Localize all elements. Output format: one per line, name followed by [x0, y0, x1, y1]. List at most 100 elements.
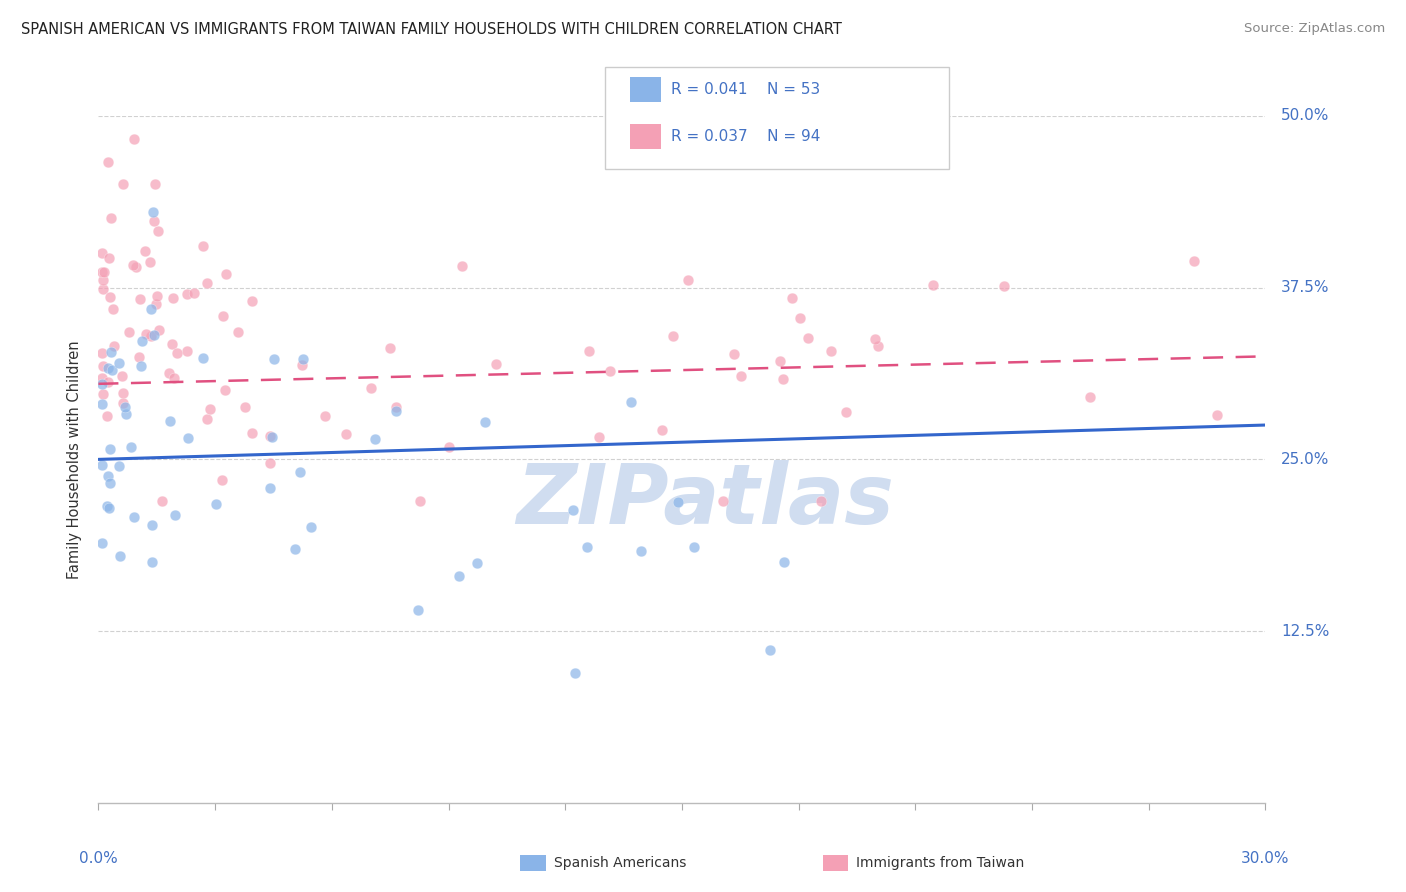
Point	[474, 415, 496, 429]
Point	[723, 347, 745, 361]
Point	[162, 291, 184, 305]
Point	[103, 301, 125, 316]
Point	[162, 337, 184, 351]
Point	[485, 357, 508, 371]
Point	[195, 411, 218, 425]
Text: 25.0%: 25.0%	[1281, 452, 1329, 467]
Point	[120, 440, 142, 454]
Point	[98, 251, 121, 265]
Point	[100, 344, 122, 359]
Text: 30.0%: 30.0%	[1241, 851, 1289, 866]
Point	[835, 405, 858, 419]
Point	[409, 493, 432, 508]
Text: R = 0.037    N = 94: R = 0.037 N = 94	[671, 129, 820, 144]
Point	[91, 371, 114, 385]
Point	[159, 414, 181, 428]
Point	[91, 273, 114, 287]
Point	[101, 362, 124, 376]
Point	[360, 381, 382, 395]
Text: 37.5%: 37.5%	[1281, 280, 1330, 295]
Point	[143, 177, 166, 191]
Point	[96, 499, 118, 513]
Text: ZIPatlas: ZIPatlas	[516, 460, 894, 541]
Point	[91, 376, 114, 391]
Point	[176, 286, 198, 301]
Point	[103, 339, 125, 353]
Point	[114, 401, 136, 415]
Point	[122, 510, 145, 524]
Point	[100, 211, 122, 225]
Point	[288, 465, 311, 479]
Point	[868, 338, 890, 352]
Point	[233, 400, 256, 414]
Point	[98, 476, 121, 491]
Point	[378, 341, 401, 355]
Text: Spanish Americans: Spanish Americans	[554, 855, 686, 870]
Point	[620, 394, 643, 409]
Text: SPANISH AMERICAN VS IMMIGRANTS FROM TAIWAN FAMILY HOUSEHOLDS WITH CHILDREN CORRE: SPANISH AMERICAN VS IMMIGRANTS FROM TAIW…	[21, 22, 842, 37]
Text: Immigrants from Taiwan: Immigrants from Taiwan	[856, 855, 1025, 870]
Point	[142, 214, 165, 228]
Point	[678, 273, 700, 287]
Text: Source: ZipAtlas.com: Source: ZipAtlas.com	[1244, 22, 1385, 36]
Point	[96, 409, 118, 423]
Point	[139, 301, 162, 316]
Point	[122, 131, 145, 145]
Point	[134, 244, 156, 258]
Point	[163, 371, 186, 385]
Point	[148, 224, 170, 238]
Point	[91, 245, 114, 260]
Point	[145, 296, 167, 310]
Point	[335, 426, 357, 441]
Point	[91, 536, 114, 550]
Point	[97, 469, 120, 483]
Point	[97, 375, 120, 389]
Point	[711, 493, 734, 508]
Point	[97, 155, 120, 169]
Point	[98, 500, 121, 515]
Point	[562, 503, 585, 517]
Point	[291, 351, 314, 366]
Point	[465, 556, 488, 570]
Point	[141, 555, 163, 569]
Point	[299, 520, 322, 534]
Point	[191, 351, 214, 366]
Point	[93, 265, 115, 279]
Point	[668, 495, 690, 509]
Point	[1182, 253, 1205, 268]
Point	[240, 294, 263, 309]
Point	[112, 396, 135, 410]
Point	[578, 344, 600, 359]
Point	[599, 364, 621, 378]
Point	[114, 407, 136, 421]
Point	[159, 366, 181, 380]
Point	[91, 346, 114, 360]
Point	[780, 291, 803, 305]
Point	[193, 238, 215, 252]
Point	[129, 359, 152, 374]
Point	[183, 286, 205, 301]
Point	[863, 332, 886, 346]
Point	[195, 276, 218, 290]
Point	[797, 331, 820, 345]
Point	[576, 541, 599, 555]
Point	[108, 549, 131, 564]
Point	[564, 666, 586, 681]
Point	[449, 569, 471, 583]
Point	[226, 325, 249, 339]
Point	[131, 334, 153, 349]
Point	[730, 369, 752, 384]
Point	[165, 508, 187, 522]
Point	[259, 481, 281, 495]
Point	[141, 329, 163, 343]
Point	[107, 356, 129, 370]
Point	[98, 290, 121, 304]
Point	[118, 325, 141, 339]
Point	[125, 260, 148, 274]
Text: R = 0.041    N = 53: R = 0.041 N = 53	[671, 82, 820, 97]
Point	[148, 324, 170, 338]
Point	[91, 458, 114, 472]
Point	[682, 540, 704, 554]
Point	[142, 327, 165, 342]
Text: 12.5%: 12.5%	[1281, 624, 1329, 639]
